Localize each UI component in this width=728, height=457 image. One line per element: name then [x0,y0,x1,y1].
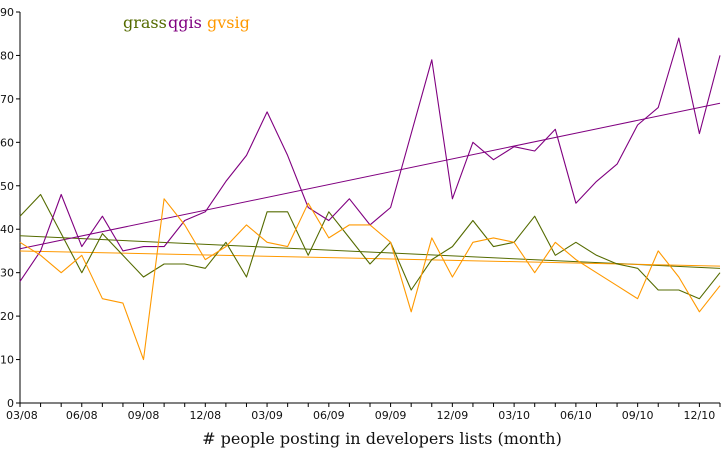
qgis-trend-line [19,102,721,250]
x-tick-label: 12/09 [437,409,469,422]
y-tick-label: 20 [0,310,14,323]
x-tick-label: 03/10 [498,409,530,422]
y-tick-label: 10 [0,354,14,367]
x-tick-label: 12/08 [189,409,221,422]
x-tick-label: 06/08 [66,409,98,422]
gvsig-series-line [19,198,721,361]
x-tick-label: 06/10 [560,409,592,422]
y-tick-label: 60 [0,136,14,149]
x-tick-label: 12/10 [684,409,716,422]
x-tick-label: 09/09 [375,409,407,422]
x-tick-label: 03/09 [251,409,283,422]
series-lines [19,37,721,361]
legend-item-gvsig: gvsig [207,13,250,32]
x-axis-title: # people posting in developers lists (mo… [202,429,562,448]
y-tick-label: 80 [0,49,14,62]
grass-series-line [19,193,721,300]
grass-trend-line [19,235,721,269]
y-tick-label: 90 [0,6,14,19]
x-tick-label: 06/09 [313,409,345,422]
axes: 0 10 20 30 40 50 60 70 80 90 03/08 06/08 09/08 12/08 0… [0,6,721,422]
y-tick-label: 30 [0,267,14,280]
gvsig-trend-line [19,250,721,267]
x-tick-label: 09/10 [622,409,654,422]
x-tick-label: 03/08 [6,409,38,422]
trend-lines [19,102,721,269]
x-tick-label: 09/08 [128,409,160,422]
legend-item-qgis: qgis [168,13,202,32]
y-tick-label: 70 [0,93,14,106]
y-tick-label: 0 [7,397,14,410]
legend: grass qgis gvsig [123,13,250,32]
y-tick-label: 40 [0,223,14,236]
legend-item-grass: grass [123,13,167,32]
y-tick-label: 50 [0,180,14,193]
qgis-series-line [19,37,721,282]
